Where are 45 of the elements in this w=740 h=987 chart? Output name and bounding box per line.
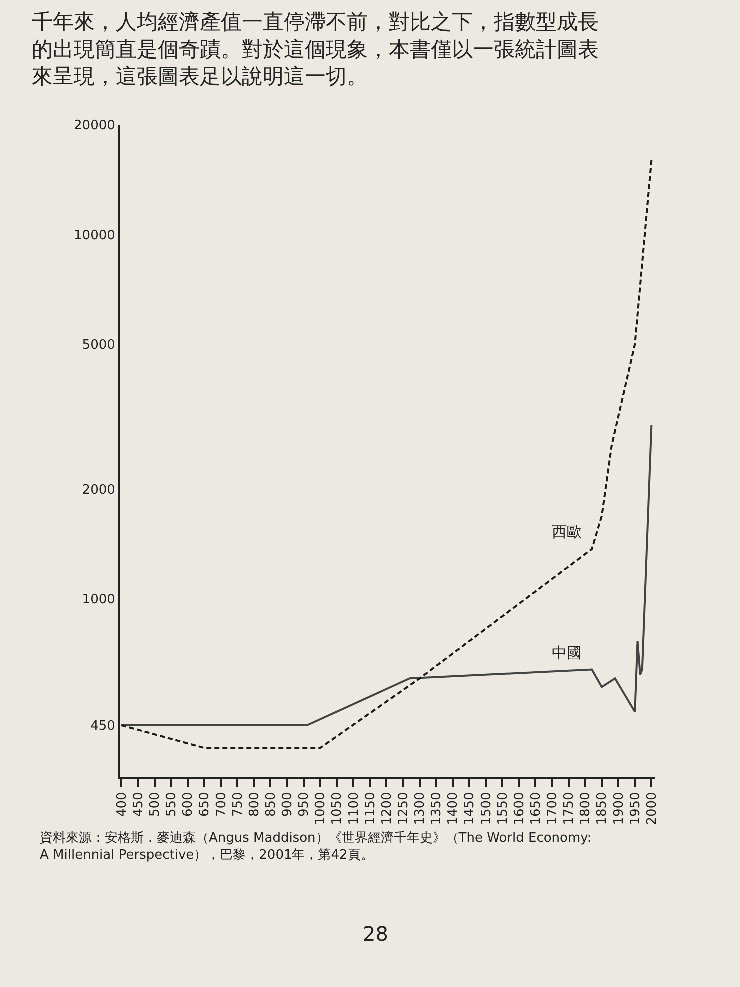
y-tick-label: 10000 [74,228,116,244]
source-note: 資料來源：安格斯．麥迪森（Angus Maddison）《世界經濟千年史》（The World Economy: A Millennial Perspective），巴黎，2001年，第42頁。 [40,830,592,863]
x-tick-label: 950 [297,792,312,818]
text: 千年來，人均經濟產值一直停滯不前，對比之下，指數型成長的出現簡直是個奇蹟。對於這個現象，本書僅以一張統計圖表來呈現，這張圖表足以說明這一切。 [32,10,599,89]
x-tick-label: 900 [280,792,296,818]
y-tick-label: 2000 [82,482,116,498]
x-tick-label: 1000 [314,792,329,826]
y-tick-label: 1000 [82,592,116,608]
x-tick-label: 1200 [380,792,395,826]
x-tick-label: 1550 [496,792,511,826]
x-tick-label: 1750 [562,792,578,826]
x-tick-label: 1350 [430,792,445,826]
y-tick-label: 5000 [82,338,116,353]
x-tick-label: 1950 [628,792,644,826]
x-tick-label: 450 [131,792,146,818]
x-tick-label: 1600 [512,792,528,826]
x-tick-label: 1400 [446,792,462,826]
y-tick-label: 450 [90,719,116,734]
text: 28 [363,922,388,946]
x-tick-label: 850 [264,792,279,818]
x-tick-label: 600 [181,792,196,818]
x-tick-label: 1150 [363,792,378,826]
series-label: 西歐 [552,523,582,541]
x-tick-label: 700 [214,792,230,818]
x-tick-label: 1850 [595,792,610,826]
x-tick-label: 550 [164,792,180,818]
x-tick-label: 1450 [462,792,478,826]
x-tick-label: 400 [114,792,130,818]
x-tick-label: 1900 [612,792,627,826]
x-tick-label: 1050 [330,792,346,826]
x-tick-label: 1250 [396,792,412,826]
x-tick-label: 2000 [644,792,660,826]
x-tick-label: 1800 [578,792,594,826]
x-tick-label: 1650 [528,792,544,826]
x-tick-label: 500 [148,792,164,818]
line-series [120,424,653,726]
x-tick-label: 1500 [479,792,494,826]
x-tick-label: 1700 [546,792,561,826]
x-tick-label: 1300 [413,792,428,826]
y-tick-label: 20000 [74,118,116,134]
x-tick-label: 650 [198,792,213,818]
x-tick-label: 750 [230,792,246,818]
x-tick-label: 800 [247,792,262,818]
x-tick-label: 1100 [346,792,362,826]
series-label: 中國 [552,644,582,662]
